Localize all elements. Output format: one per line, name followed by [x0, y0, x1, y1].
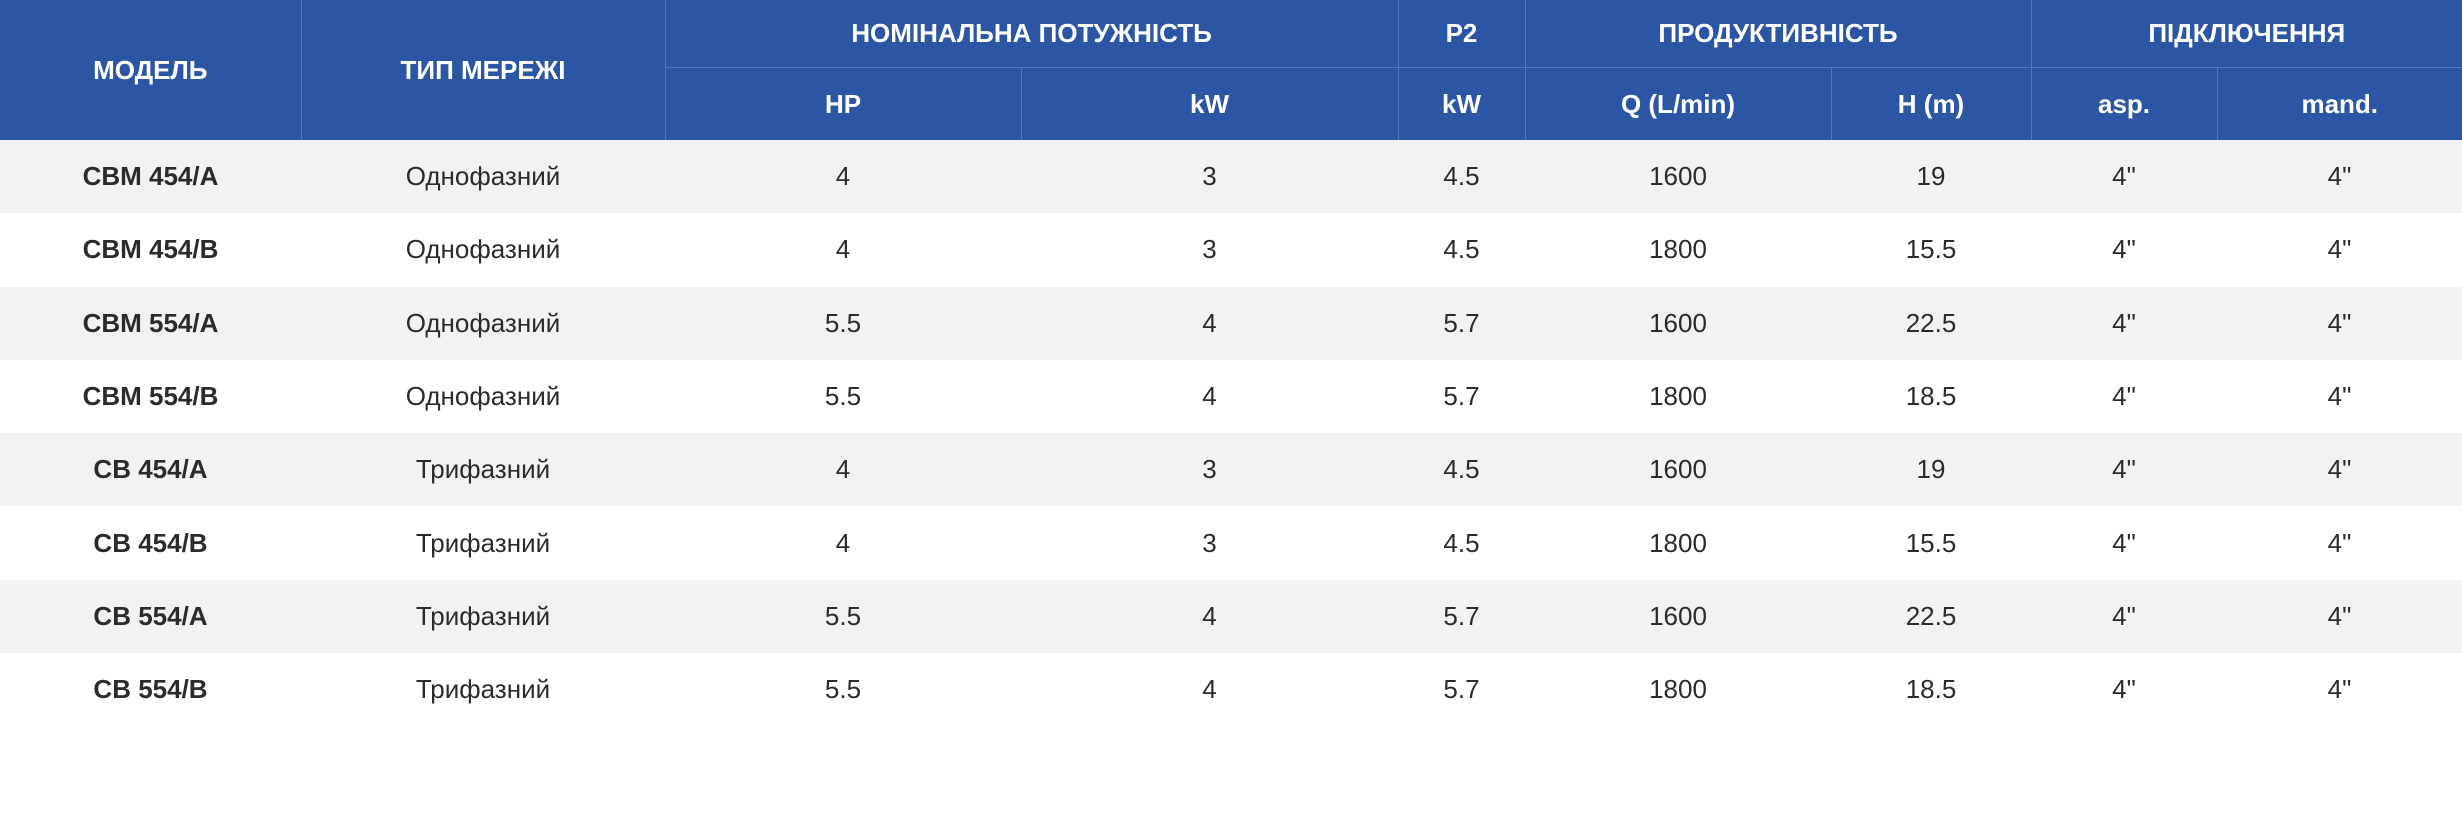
cell-network: Однофазний	[301, 140, 665, 214]
cell-network: Трифазний	[301, 653, 665, 727]
cell-kw: 4	[1021, 653, 1398, 727]
cell-mand: 4"	[2217, 140, 2462, 214]
cell-network: Трифазний	[301, 506, 665, 580]
cell-q: 1600	[1525, 286, 1831, 360]
cell-hp: 4	[665, 433, 1021, 507]
cell-hp: 4	[665, 506, 1021, 580]
cell-h: 22.5	[1831, 579, 2031, 654]
cell-kw: 3	[1021, 433, 1398, 507]
cell-mand: 4"	[2217, 286, 2462, 360]
table-row: CBM 554/B Однофазний 5.5 4 5.7 1800 18.5…	[0, 359, 2462, 434]
table-row: CBM 454/B Однофазний 4 3 4.5 1800 15.5 4…	[0, 213, 2462, 287]
table-row: CB 454/A Трифазний 4 3 4.5 1600 19 4" 4"	[0, 433, 2462, 507]
cell-mand: 4"	[2217, 359, 2462, 434]
cell-network: Трифазний	[301, 433, 665, 507]
cell-h: 15.5	[1831, 506, 2031, 580]
cell-network: Однофазний	[301, 286, 665, 360]
cell-kw: 4	[1021, 579, 1398, 654]
header-p2-kw: kW	[1397, 67, 1525, 140]
cell-p2: 4.5	[1398, 433, 1525, 507]
cell-hp: 5.5	[665, 359, 1021, 434]
cell-asp: 4"	[2031, 213, 2217, 287]
table-row: CBM 554/A Однофазний 5.5 4 5.7 1600 22.5…	[0, 286, 2462, 360]
table-row: CB 454/B Трифазний 4 3 4.5 1800 15.5 4" …	[0, 506, 2462, 580]
table-row: CB 554/A Трифазний 5.5 4 5.7 1600 22.5 4…	[0, 579, 2462, 654]
cell-q: 1800	[1525, 506, 1831, 580]
cell-p2: 5.7	[1398, 286, 1525, 360]
cell-mand: 4"	[2217, 213, 2462, 287]
cell-p2: 4.5	[1398, 140, 1525, 214]
cell-hp: 4	[665, 140, 1021, 214]
cell-p2: 5.7	[1398, 359, 1525, 434]
header-mand: mand.	[2216, 67, 2462, 140]
cell-h: 18.5	[1831, 653, 2031, 727]
cell-p2: 5.7	[1398, 579, 1525, 654]
cell-hp: 5.5	[665, 653, 1021, 727]
cell-mand: 4"	[2217, 506, 2462, 580]
table-row: CBM 454/A Однофазний 4 3 4.5 1600 19 4" …	[0, 140, 2462, 214]
cell-network: Однофазний	[301, 213, 665, 287]
cell-model: CB 554/A	[0, 579, 301, 654]
cell-p2: 4.5	[1398, 213, 1525, 287]
cell-h: 15.5	[1831, 213, 2031, 287]
cell-asp: 4"	[2031, 653, 2217, 727]
header-model: МОДЕЛЬ	[0, 0, 301, 140]
header-p2: P2	[1397, 0, 1525, 68]
header-network-type: ТИП МЕРЕЖІ	[300, 0, 665, 140]
cell-model: CB 454/B	[0, 506, 301, 580]
cell-asp: 4"	[2031, 359, 2217, 434]
cell-h: 18.5	[1831, 359, 2031, 434]
cell-mand: 4"	[2217, 653, 2462, 727]
cell-h: 19	[1831, 433, 2031, 507]
cell-model: CB 454/A	[0, 433, 301, 507]
cell-model: CBM 554/B	[0, 359, 301, 434]
table-body: CBM 454/A Однофазний 4 3 4.5 1600 19 4" …	[0, 140, 2462, 727]
header-h: H (m)	[1830, 67, 2031, 140]
cell-mand: 4"	[2217, 579, 2462, 654]
cell-h: 22.5	[1831, 286, 2031, 360]
cell-h: 19	[1831, 140, 2031, 214]
header-q: Q (L/min)	[1524, 67, 1831, 140]
cell-kw: 4	[1021, 286, 1398, 360]
cell-kw: 3	[1021, 506, 1398, 580]
cell-q: 1600	[1525, 433, 1831, 507]
cell-hp: 4	[665, 213, 1021, 287]
cell-asp: 4"	[2031, 506, 2217, 580]
cell-model: CBM 554/A	[0, 286, 301, 360]
header-asp: asp.	[2030, 67, 2217, 140]
cell-network: Трифазний	[301, 579, 665, 654]
cell-p2: 5.7	[1398, 653, 1525, 727]
cell-kw: 4	[1021, 359, 1398, 434]
cell-hp: 5.5	[665, 286, 1021, 360]
cell-p2: 4.5	[1398, 506, 1525, 580]
cell-mand: 4"	[2217, 433, 2462, 507]
cell-kw: 3	[1021, 140, 1398, 214]
cell-kw: 3	[1021, 213, 1398, 287]
cell-network: Однофазний	[301, 359, 665, 434]
cell-asp: 4"	[2031, 286, 2217, 360]
cell-model: CBM 454/B	[0, 213, 301, 287]
table-row: CB 554/B Трифазний 5.5 4 5.7 1800 18.5 4…	[0, 653, 2462, 727]
cell-model: CBM 454/A	[0, 140, 301, 214]
header-hp: HP	[664, 67, 1021, 140]
cell-q: 1800	[1525, 359, 1831, 434]
cell-model: CB 554/B	[0, 653, 301, 727]
table-header: МОДЕЛЬ ТИП МЕРЕЖІ НОМІНАЛЬНА ПОТУЖНІСТЬ …	[0, 0, 2462, 140]
cell-hp: 5.5	[665, 579, 1021, 654]
cell-asp: 4"	[2031, 579, 2217, 654]
cell-asp: 4"	[2031, 433, 2217, 507]
spec-table: МОДЕЛЬ ТИП МЕРЕЖІ НОМІНАЛЬНА ПОТУЖНІСТЬ …	[0, 0, 2462, 727]
cell-q: 1800	[1525, 213, 1831, 287]
cell-asp: 4"	[2031, 140, 2217, 214]
header-nominal-power: НОМІНАЛЬНА ПОТУЖНІСТЬ	[664, 0, 1398, 68]
cell-q: 1600	[1525, 579, 1831, 654]
cell-q: 1800	[1525, 653, 1831, 727]
header-kw: kW	[1020, 67, 1398, 140]
header-productivity: ПРОДУКТИВНІСТЬ	[1524, 0, 2031, 68]
cell-q: 1600	[1525, 140, 1831, 214]
header-connection: ПІДКЛЮЧЕННЯ	[2030, 0, 2462, 68]
